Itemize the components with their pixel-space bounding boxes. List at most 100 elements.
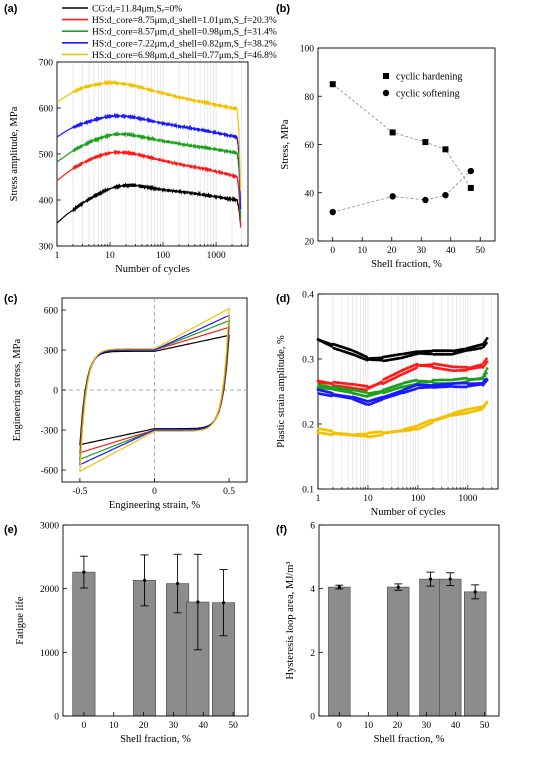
x-tick-label: 0	[82, 721, 87, 731]
data-point	[415, 424, 418, 428]
bar	[328, 586, 351, 717]
y-tick-label: 40	[305, 189, 315, 199]
data-point	[482, 341, 486, 344]
y-tick-label: 3000	[40, 522, 59, 532]
bar	[419, 578, 442, 717]
x-tick-label: 10	[109, 721, 119, 731]
data-point	[365, 432, 368, 436]
x-tick-label: 40	[451, 721, 461, 731]
bar-mean-marker	[82, 570, 86, 574]
legend-entry: CG:dₐ=11.84μm,Sₑ=0%	[92, 5, 182, 15]
data-point	[482, 406, 485, 409]
y-tick-label: 300	[39, 243, 54, 253]
y-axis-label: Stress, MPa	[280, 119, 291, 170]
data-point	[400, 352, 403, 356]
y-tick-label: 0.3	[302, 356, 314, 366]
x-axis-label: Shell fraction, %	[374, 734, 445, 745]
x-tick-label: 1	[316, 494, 321, 504]
hysteresis-loop	[79, 307, 230, 473]
bar-mean-marker	[396, 585, 400, 589]
panel-d-plastic-strain: (d) 1 10 100 1000 0.1 0.2 0.3 0.4 Number of cycle…	[276, 291, 499, 518]
legend-entry: cyclic softening	[396, 89, 460, 100]
y-tick-label: 2000	[40, 585, 59, 595]
series-connector	[332, 170, 472, 213]
data-point	[422, 196, 429, 204]
data-point	[365, 403, 368, 406]
data-point	[485, 337, 489, 340]
x-axis-label: Number of cycles	[371, 507, 446, 518]
data-point	[485, 357, 488, 361]
data-point	[442, 146, 449, 153]
data-point	[467, 167, 475, 175]
y-tick-label: 300	[44, 347, 59, 357]
data-point	[415, 387, 418, 390]
data-point	[450, 385, 453, 388]
bar	[72, 571, 96, 717]
data-point	[483, 374, 487, 378]
x-tick-label: -0.5	[72, 487, 87, 497]
legend-entry: HS:d_core=6.98μm,d_shell=0.77μm,S_f=46.8…	[92, 50, 277, 61]
data-point	[329, 208, 336, 216]
y-tick-label: -300	[41, 427, 59, 437]
data-point	[389, 129, 396, 136]
y-tick-label: 0.1	[302, 486, 314, 496]
panel-c-hysteresis-loops: (c) -0.5 0 0.5 -600 -300 0 300 600 Engineering st…	[4, 293, 248, 511]
y-tick-label: 1000	[40, 649, 59, 659]
y-tick-label: 600	[39, 105, 54, 115]
y-tick-label: 2	[310, 649, 315, 659]
bar-mean-marker	[221, 601, 226, 605]
bar-mean-marker	[337, 585, 341, 589]
x-tick-label: 50	[228, 721, 238, 731]
x-tick-label: 40	[446, 246, 456, 256]
y-tick-label: 100	[300, 45, 315, 55]
data-point	[485, 378, 489, 382]
plot-frame	[317, 293, 499, 490]
x-tick-label: 30	[417, 246, 427, 256]
panel-label: (c)	[4, 293, 18, 305]
data-point	[400, 373, 403, 376]
panel-label: (a)	[4, 3, 18, 15]
y-tick-label: 600	[44, 307, 59, 317]
data-point	[465, 376, 468, 380]
y-tick-label: 0.4	[302, 291, 314, 301]
y-tick-label: 60	[305, 141, 315, 151]
data-point	[400, 391, 403, 395]
bar	[439, 578, 462, 717]
x-tick-label: 20	[393, 721, 403, 731]
x-axis-label: Shell fraction, %	[371, 259, 442, 270]
panel-label: (d)	[276, 293, 290, 305]
plot-frame	[318, 524, 500, 717]
data-point	[450, 378, 453, 382]
bar	[464, 591, 487, 717]
x-tick-label: 0.5	[223, 487, 235, 497]
data-point	[415, 378, 418, 382]
y-tick-label: 20	[305, 238, 315, 248]
x-tick-label: 50	[480, 721, 490, 731]
legend-marker	[382, 89, 390, 97]
legend-entry: HS:d_core=8.75μm,d_shell=1.01μm,S_f=20.3…	[92, 15, 277, 26]
x-tick-label: 100	[411, 494, 426, 504]
data-point	[330, 429, 333, 433]
y-tick-label: 6	[310, 522, 315, 532]
data-point	[465, 408, 468, 412]
x-tick-label: 20	[387, 246, 397, 256]
data-point	[350, 348, 353, 352]
y-axis-label: Stress amplitude, MPa	[9, 106, 20, 201]
series-line	[56, 79, 242, 191]
y-axis-label: Fatigue life	[15, 596, 26, 644]
data-point	[485, 371, 488, 375]
y-axis-label: Engineering stress, MPa	[12, 338, 23, 441]
panel-label: (e)	[4, 524, 18, 536]
data-point	[485, 400, 489, 404]
panel-e-fatigue-life: (e) 0 10 20 30 40 50 0 1000 2000 3000 Shell fractio…	[4, 522, 249, 745]
y-tick-label: -600	[41, 467, 59, 477]
data-point	[350, 388, 353, 392]
bar-mean-marker	[175, 581, 180, 586]
series-line	[56, 182, 242, 226]
y-tick-label: 400	[39, 197, 54, 207]
data-point	[329, 81, 336, 88]
bar	[387, 586, 410, 717]
x-tick-label: 10	[363, 494, 373, 504]
series-connector	[332, 83, 472, 189]
y-tick-label: 0	[310, 713, 315, 723]
